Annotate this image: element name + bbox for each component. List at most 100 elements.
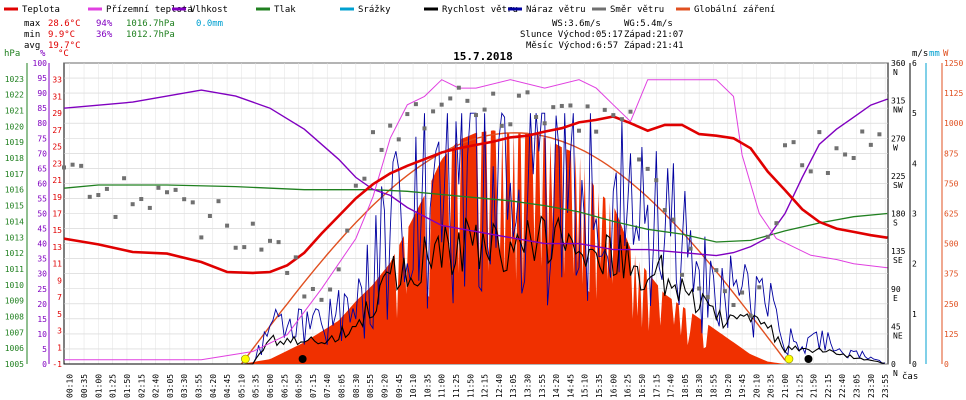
direction-tick-name: E <box>893 294 898 303</box>
wind-direction-point <box>774 221 779 226</box>
humidity_pct-tick-label: 15 <box>37 315 47 324</box>
axes: 00:10 00:35 01:00 01:25 01:50 02:15 02:40 03:05… <box>5 59 964 398</box>
wind-direction-point <box>594 129 599 134</box>
x-tick-label: 08:30 <box>352 374 361 398</box>
legend-label-tlak: Tlak <box>274 5 296 15</box>
temperature_c-tick-label: 11 <box>52 260 62 269</box>
x-tick-label: 16:50 <box>638 374 647 398</box>
wind-direction-point <box>877 132 882 137</box>
humidity_pct-tick-label: 10 <box>37 330 47 339</box>
wind-direction-point <box>800 163 805 168</box>
wind-direction-point <box>362 176 367 181</box>
wind-direction-point <box>207 213 212 218</box>
x-tick-label: 23:05 <box>853 374 862 398</box>
legend-label-zareni: Globální záření <box>694 5 775 15</box>
x-tick-label: 18:30 <box>695 374 704 398</box>
wind-direction-point <box>654 178 659 183</box>
x-tick-label: 05:10 <box>237 374 246 398</box>
direction-tick-name: SW <box>893 181 903 190</box>
x-tick-label: 00:10 <box>66 374 75 398</box>
legend-label-teplota: Teplota <box>22 5 60 15</box>
radiation_w-tick-label: 1000 <box>944 119 963 128</box>
humidity_pct-tick-label: 0 <box>42 360 47 369</box>
x-tick-label: 22:15 <box>824 374 833 398</box>
stats-avg-temp: 19.7°C <box>48 41 81 51</box>
wind-direction-point <box>740 290 745 295</box>
wind-direction-point <box>87 194 92 199</box>
wind-direction-point <box>113 214 118 219</box>
direction_deg-tick-label: 135 <box>891 247 906 256</box>
wind_ms-tick-label: 1 <box>912 310 917 319</box>
temperature_c-tick-label: 19 <box>52 193 62 202</box>
x-tick-label: 20:35 <box>767 374 776 398</box>
wind-direction-point <box>250 221 255 226</box>
temperature_c-tick-label: 17 <box>52 210 62 219</box>
wind-direction-point <box>808 169 813 174</box>
x-tick-label: 11:25 <box>452 374 461 398</box>
moon-marker <box>298 355 307 363</box>
temperature_c-tick-label: 27 <box>52 126 62 135</box>
wind-direction-point <box>379 147 384 152</box>
stats-min-label: min <box>24 30 40 40</box>
x-tick-label: 04:20 <box>209 374 218 398</box>
direction-tick-name: S <box>893 219 898 228</box>
wind_ms-tick-label: 5 <box>912 109 917 118</box>
x-tick-label: 19:45 <box>738 374 747 398</box>
wind-direction-point <box>637 157 642 162</box>
pressure_hpa-tick-label: 1014 <box>5 217 24 226</box>
x-tick-label: 19:20 <box>724 374 733 398</box>
wind-direction-point <box>765 234 770 239</box>
radiation_w-tick-label: 1250 <box>944 59 963 68</box>
x-tick-label: 08:55 <box>366 374 375 398</box>
wind_ms-tick-label: 3 <box>912 210 917 219</box>
x-tick-label: 14:20 <box>552 374 561 398</box>
humidity_pct-tick-label: 75 <box>37 134 47 143</box>
wind-direction-point <box>688 246 693 251</box>
humidity_pct-tick-label: 5 <box>42 345 47 354</box>
wind-direction-point <box>431 109 436 114</box>
wind-direction-point <box>396 137 401 142</box>
wind-direction-point <box>559 103 564 108</box>
wind-direction-point <box>868 142 873 147</box>
moon-marker <box>804 355 813 363</box>
temperature_c-tick-label: 33 <box>52 76 62 85</box>
info-sun: Slunce Východ:05:17 <box>520 30 623 40</box>
humidity_pct-tick-label: 35 <box>37 255 47 264</box>
wind-direction-point <box>619 117 624 122</box>
humidity_pct-tick-label: 40 <box>37 240 47 249</box>
humidity_pct-tick-label: 85 <box>37 104 47 113</box>
radiation_w-tick-label: 375 <box>944 270 959 279</box>
direction-tick-name: NE <box>893 331 903 340</box>
x-tick-label: 08:05 <box>338 374 347 398</box>
x-tick-label: 21:25 <box>795 374 804 398</box>
temperature_c-tick-label: 3 <box>57 327 62 336</box>
wind-direction-point <box>474 113 478 118</box>
humidity_pct-tick-label: 50 <box>37 210 47 219</box>
wind-direction-point <box>757 285 762 290</box>
temperature_c-tick-label: 29 <box>52 109 62 118</box>
radiation_w-tick-label: 250 <box>944 300 959 309</box>
wind-direction-point <box>199 235 204 240</box>
pressure_hpa-tick-label: 1007 <box>5 328 24 337</box>
wind-direction-point <box>268 238 272 243</box>
humidity_pct-tick-label: 70 <box>37 149 47 158</box>
direction_deg-tick-label: 315 <box>891 97 906 106</box>
wind_ms-tick-label: 2 <box>912 260 917 269</box>
x-tick-label: 17:15 <box>652 374 661 398</box>
wind-direction-point <box>585 104 590 109</box>
wind-direction-point <box>122 176 127 181</box>
radiation_w-tick-label: 875 <box>944 149 959 158</box>
wind-direction-point <box>336 267 341 272</box>
info-ws: WS:3.6m/s <box>552 19 601 29</box>
info-sun-set: Západ:21:07 <box>624 30 684 40</box>
wind-direction-point <box>413 102 418 107</box>
wind_ms-tick-label: 4 <box>912 159 917 168</box>
x-tick-label: 13:05 <box>509 374 518 398</box>
temperature_c-tick-label: 21 <box>52 176 62 185</box>
x-tick-label: 18:55 <box>709 374 718 398</box>
stats-max-hum: 94% <box>96 19 113 29</box>
x-tick-label: 07:15 <box>309 374 318 398</box>
wind-direction-point <box>96 193 101 198</box>
x-tick-label: 06:50 <box>295 374 304 398</box>
